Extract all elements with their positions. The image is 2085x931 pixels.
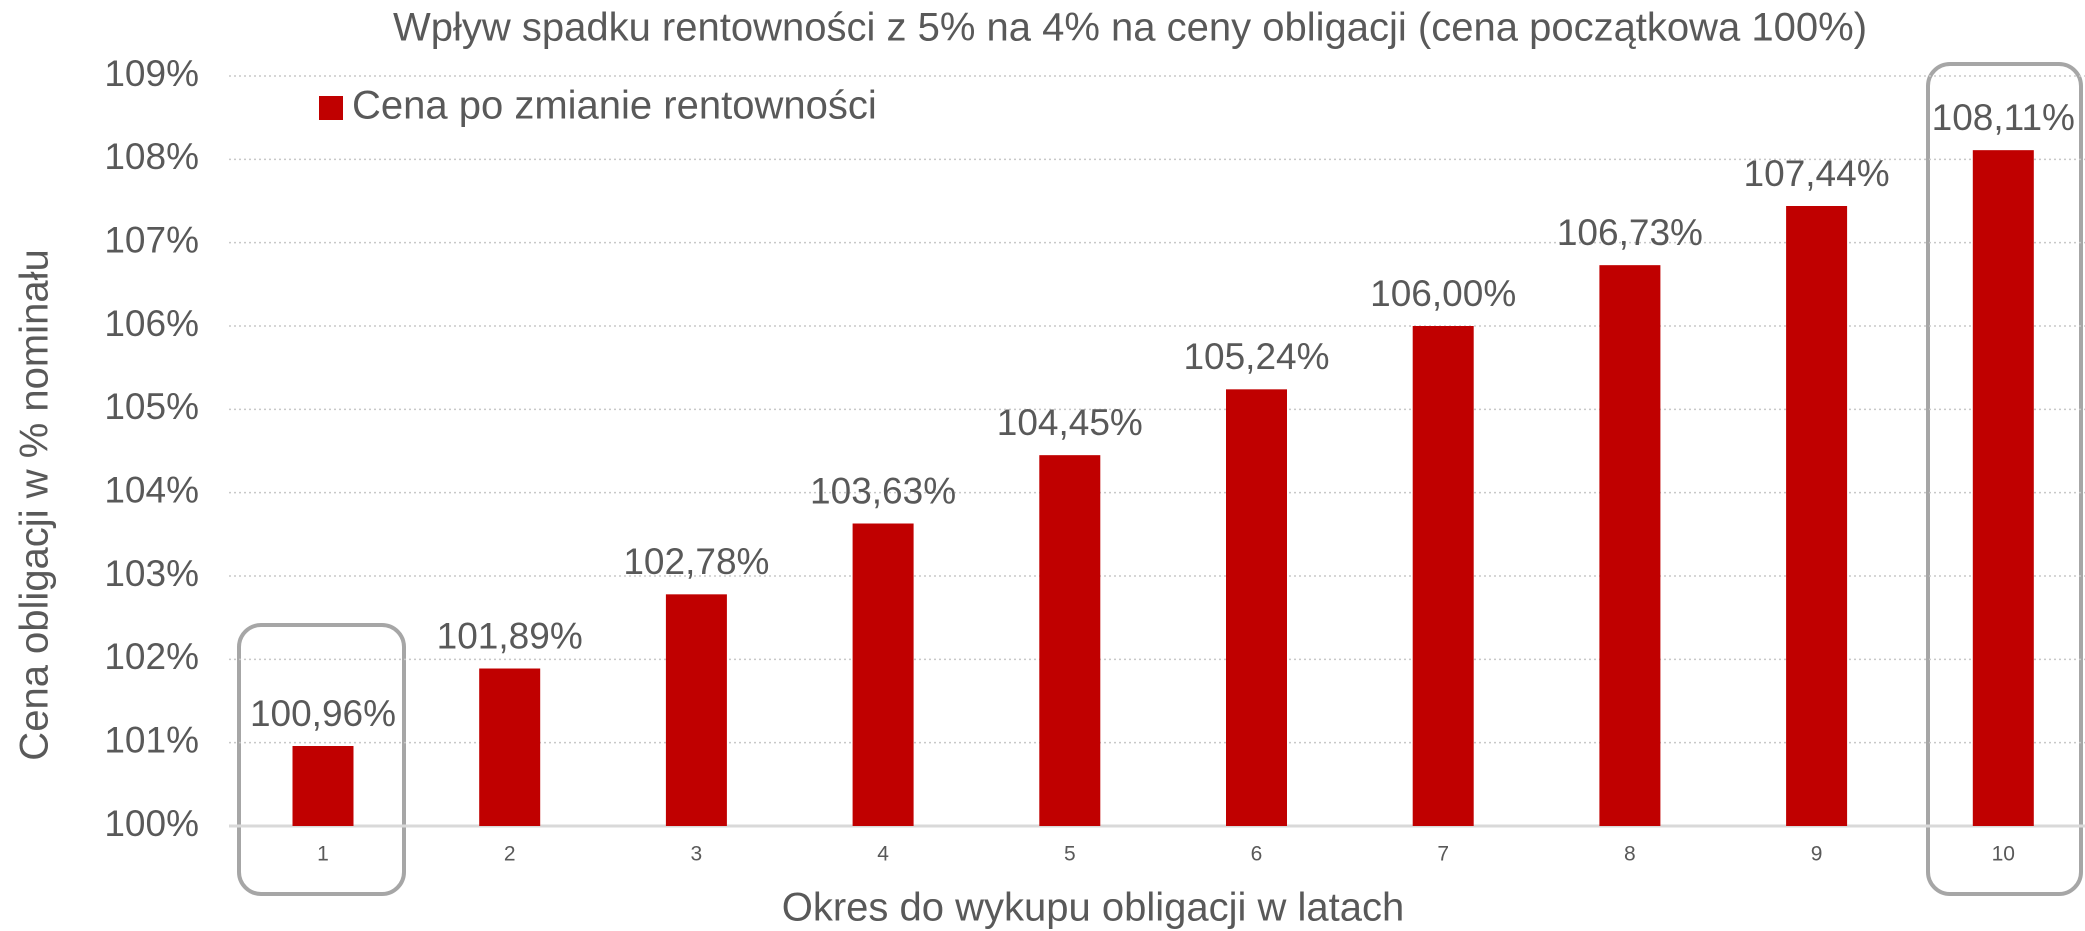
y-tick-label: 104% — [104, 469, 199, 510]
value-label: 101,89% — [437, 615, 583, 656]
value-label: 100,96% — [250, 693, 396, 734]
highlight-box — [237, 623, 406, 896]
bar — [1226, 389, 1287, 826]
value-label: 105,24% — [1183, 336, 1329, 377]
bar — [1972, 150, 2034, 826]
value-label: 102,78% — [623, 541, 769, 582]
y-tick-label: 100% — [104, 803, 199, 844]
bar — [852, 523, 914, 826]
y-tick-label: 106% — [104, 303, 199, 344]
x-tick-label: 8 — [1624, 843, 1636, 866]
bar — [1039, 455, 1101, 826]
x-tick-label: 2 — [504, 843, 516, 866]
x-tick-label: 4 — [877, 843, 889, 866]
y-tick-label: 105% — [104, 386, 199, 427]
value-label: 104,45% — [997, 402, 1143, 443]
legend-label: Cena po zmianie rentowności — [352, 84, 877, 128]
x-tick-label: 7 — [1437, 843, 1449, 866]
y-tick-label: 109% — [104, 53, 199, 94]
y-tick-label: 108% — [104, 136, 199, 177]
y-axis-title: Cena obligacji w % nominału — [13, 249, 57, 760]
y-tick-label: 102% — [104, 636, 199, 677]
legend-swatch — [319, 96, 343, 120]
value-label: 103,63% — [810, 470, 956, 511]
highlight-box — [1926, 62, 2083, 896]
bar — [292, 746, 354, 826]
x-tick-label: 5 — [1064, 843, 1076, 866]
chart-title: Wpływ spadku rentowności z 5% na 4% na c… — [393, 6, 1867, 50]
x-axis-title: Okres do wykupu obligacji w latach — [782, 886, 1405, 930]
bar — [1786, 206, 1848, 826]
x-tick-label: 9 — [1811, 843, 1823, 866]
bar — [1599, 265, 1661, 827]
bar — [1412, 326, 1474, 826]
value-label: 106,00% — [1370, 273, 1516, 314]
x-tick-label: 10 — [1992, 843, 2015, 866]
value-label: 108,11% — [1932, 97, 2075, 138]
y-tick-label: 103% — [104, 553, 199, 594]
value-label: 106,73% — [1557, 212, 1703, 253]
y-tick-label: 107% — [104, 219, 199, 260]
value-label: 107,44% — [1744, 153, 1890, 194]
x-tick-label: 3 — [691, 843, 703, 866]
y-tick-label: 101% — [104, 719, 199, 760]
bar — [665, 594, 727, 826]
bar — [479, 668, 541, 826]
x-tick-label: 1 — [317, 843, 329, 866]
x-tick-label: 6 — [1251, 843, 1263, 866]
